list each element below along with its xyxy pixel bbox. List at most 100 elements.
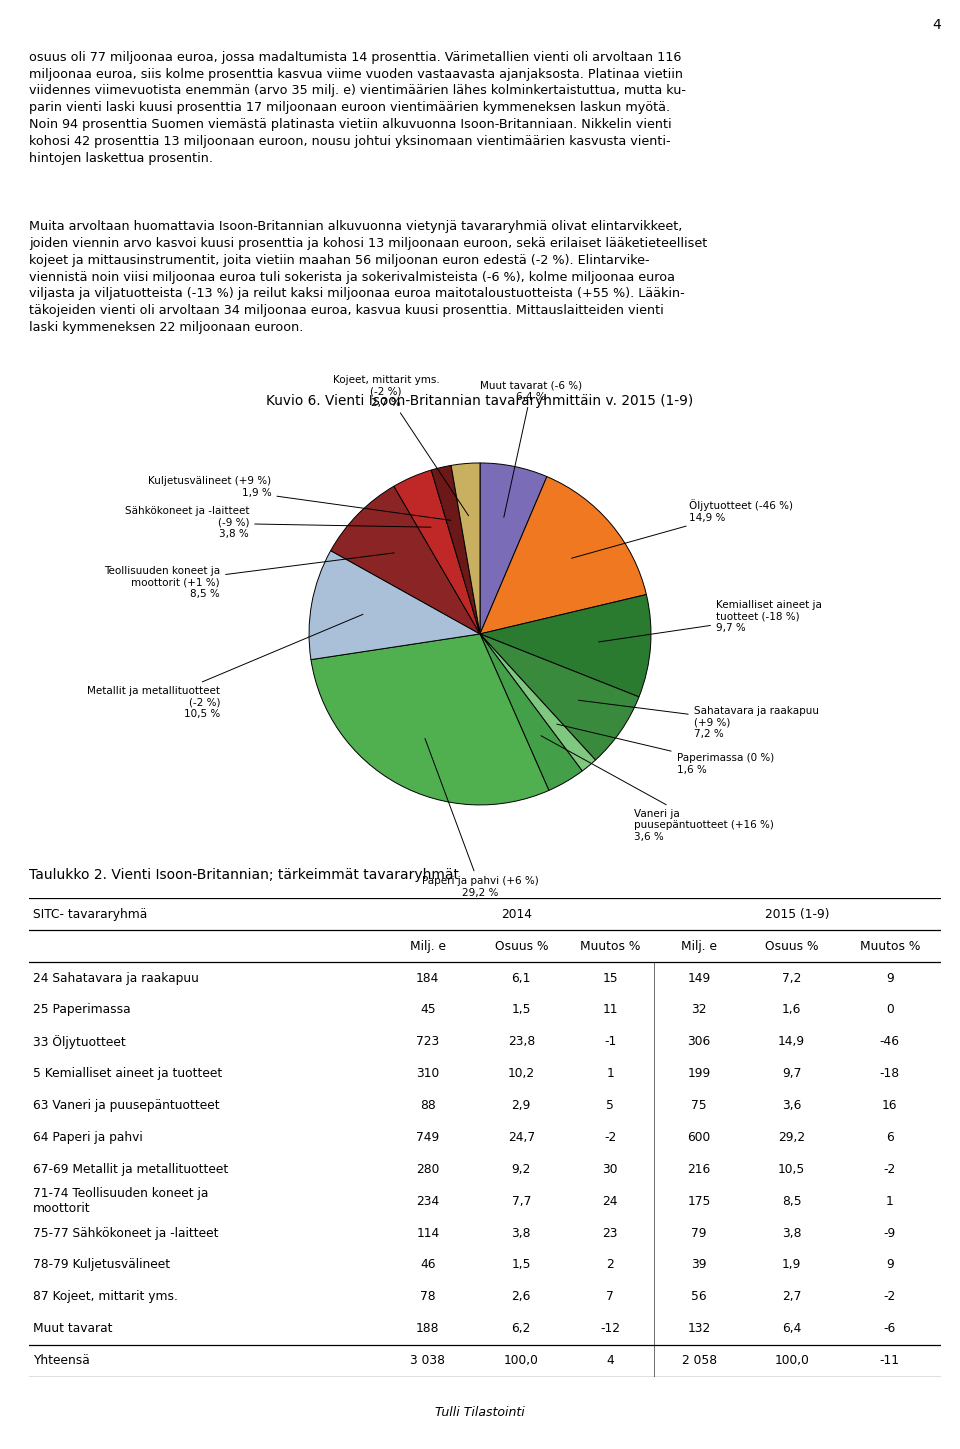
Text: 1: 1	[886, 1195, 894, 1207]
Wedge shape	[480, 635, 595, 771]
Text: 188: 188	[416, 1323, 440, 1335]
Text: 132: 132	[687, 1323, 710, 1335]
Wedge shape	[451, 464, 480, 635]
Text: osuus oli 77 miljoonaa euroa, jossa madaltumista 14 prosenttia. Värimetallien vi: osuus oli 77 miljoonaa euroa, jossa mada…	[29, 51, 685, 165]
Text: 310: 310	[417, 1068, 440, 1080]
Text: 23,8: 23,8	[508, 1036, 535, 1048]
Text: 280: 280	[416, 1164, 440, 1175]
Text: Osuus %: Osuus %	[494, 940, 548, 952]
Text: 2 058: 2 058	[682, 1355, 717, 1366]
Text: 8,5: 8,5	[781, 1195, 802, 1207]
Wedge shape	[394, 469, 480, 635]
Text: 23: 23	[603, 1227, 618, 1239]
Text: 9: 9	[886, 972, 894, 984]
Wedge shape	[330, 487, 480, 635]
Text: 87 Kojeet, mittarit yms.: 87 Kojeet, mittarit yms.	[34, 1291, 179, 1303]
Text: 9,2: 9,2	[512, 1164, 531, 1175]
Text: -12: -12	[600, 1323, 620, 1335]
Wedge shape	[480, 635, 582, 790]
Text: 24: 24	[603, 1195, 618, 1207]
Text: 64 Paperi ja pahvi: 64 Paperi ja pahvi	[34, 1132, 143, 1143]
Text: 71-74 Teollisuuden koneet ja
moottorit: 71-74 Teollisuuden koneet ja moottorit	[34, 1187, 208, 1216]
Text: -2: -2	[883, 1291, 896, 1303]
Text: Muutos %: Muutos %	[580, 940, 640, 952]
Text: Taulukko 2. Vienti Isoon-Britannian; tärkeimmät tavararyhmät: Taulukko 2. Vienti Isoon-Britannian; tär…	[29, 868, 459, 882]
Text: 216: 216	[687, 1164, 710, 1175]
Text: Kuljetusvälineet (+9 %)
1,9 %: Kuljetusvälineet (+9 %) 1,9 %	[148, 477, 451, 520]
Text: 199: 199	[687, 1068, 710, 1080]
Wedge shape	[480, 594, 651, 697]
Text: 5 Kemialliset aineet ja tuotteet: 5 Kemialliset aineet ja tuotteet	[34, 1068, 223, 1080]
Text: Muutos %: Muutos %	[859, 940, 920, 952]
Text: 7: 7	[607, 1291, 614, 1303]
Text: 10,2: 10,2	[508, 1068, 535, 1080]
Text: Yhteensä: Yhteensä	[34, 1355, 90, 1366]
Text: Kojeet, mittarit yms.
(-2 %)
2,7 %: Kojeet, mittarit yms. (-2 %) 2,7 %	[332, 374, 468, 516]
Text: 184: 184	[416, 972, 440, 984]
Text: 39: 39	[691, 1259, 707, 1271]
Text: Paperimassa (0 %)
1,6 %: Paperimassa (0 %) 1,6 %	[557, 724, 774, 775]
Text: 56: 56	[691, 1291, 707, 1303]
Wedge shape	[480, 635, 639, 761]
Text: 78-79 Kuljetusvälineet: 78-79 Kuljetusvälineet	[34, 1259, 171, 1271]
Text: 749: 749	[417, 1132, 440, 1143]
Text: 29,2: 29,2	[779, 1132, 805, 1143]
Text: 1,5: 1,5	[512, 1004, 531, 1016]
Text: Milj. e: Milj. e	[682, 940, 717, 952]
Text: 2,6: 2,6	[512, 1291, 531, 1303]
Text: 100,0: 100,0	[775, 1355, 809, 1366]
Text: Vaneri ja
puusepäntuotteet (+16 %)
3,6 %: Vaneri ja puusepäntuotteet (+16 %) 3,6 %	[541, 736, 774, 842]
Text: Muut tavarat (-6 %)
6,4 %: Muut tavarat (-6 %) 6,4 %	[480, 380, 583, 517]
Text: Muut tavarat: Muut tavarat	[34, 1323, 113, 1335]
Text: -18: -18	[879, 1068, 900, 1080]
Text: -9: -9	[883, 1227, 896, 1239]
Text: 306: 306	[687, 1036, 710, 1048]
Text: 1,5: 1,5	[512, 1259, 531, 1271]
Text: -46: -46	[879, 1036, 900, 1048]
Text: 4: 4	[932, 19, 941, 32]
Text: 1,6: 1,6	[782, 1004, 802, 1016]
Text: 3 038: 3 038	[410, 1355, 445, 1366]
Wedge shape	[309, 551, 480, 659]
Text: 88: 88	[420, 1100, 436, 1111]
Text: 4: 4	[607, 1355, 614, 1366]
Wedge shape	[480, 477, 646, 635]
Text: 7,7: 7,7	[512, 1195, 531, 1207]
Text: 7,2: 7,2	[782, 972, 802, 984]
Text: 149: 149	[687, 972, 710, 984]
Text: Muita arvoltaan huomattavia Isoon-Britannian alkuvuonna vietynjä tavararyhmiä ol: Muita arvoltaan huomattavia Isoon-Britan…	[29, 220, 708, 335]
Text: 2: 2	[607, 1259, 614, 1271]
Text: -1: -1	[604, 1036, 616, 1048]
Text: Metallit ja metallituotteet
(-2 %)
10,5 %: Metallit ja metallituotteet (-2 %) 10,5 …	[87, 614, 363, 719]
Text: 11: 11	[603, 1004, 618, 1016]
Wedge shape	[480, 464, 547, 635]
Text: 32: 32	[691, 1004, 707, 1016]
Text: Osuus %: Osuus %	[765, 940, 819, 952]
Text: 10,5: 10,5	[778, 1164, 805, 1175]
Text: 9,7: 9,7	[782, 1068, 802, 1080]
Text: 6,4: 6,4	[782, 1323, 802, 1335]
Text: 1: 1	[607, 1068, 614, 1080]
Text: 3,8: 3,8	[782, 1227, 802, 1239]
Text: 25 Paperimassa: 25 Paperimassa	[34, 1004, 131, 1016]
Text: -2: -2	[883, 1164, 896, 1175]
Wedge shape	[311, 635, 549, 804]
Text: 2,9: 2,9	[512, 1100, 531, 1111]
Text: Kemialliset aineet ja
tuotteet (-18 %)
9,7 %: Kemialliset aineet ja tuotteet (-18 %) 9…	[599, 600, 822, 642]
Text: 6,2: 6,2	[512, 1323, 531, 1335]
Text: Milj. e: Milj. e	[410, 940, 445, 952]
Text: SITC- tavararyhmä: SITC- tavararyhmä	[34, 909, 148, 920]
Text: 6,1: 6,1	[512, 972, 531, 984]
Text: -11: -11	[879, 1355, 900, 1366]
Text: Öljytuotteet (-46 %)
14,9 %: Öljytuotteet (-46 %) 14,9 %	[571, 498, 793, 558]
Text: 2,7: 2,7	[782, 1291, 802, 1303]
Text: 16: 16	[882, 1100, 898, 1111]
Text: 175: 175	[687, 1195, 710, 1207]
Text: 75-77 Sähkökoneet ja -laitteet: 75-77 Sähkökoneet ja -laitteet	[34, 1227, 219, 1239]
Text: 100,0: 100,0	[504, 1355, 539, 1366]
Text: 6: 6	[886, 1132, 894, 1143]
Wedge shape	[431, 465, 480, 635]
Text: 0: 0	[886, 1004, 894, 1016]
Text: 15: 15	[602, 972, 618, 984]
Text: 46: 46	[420, 1259, 436, 1271]
